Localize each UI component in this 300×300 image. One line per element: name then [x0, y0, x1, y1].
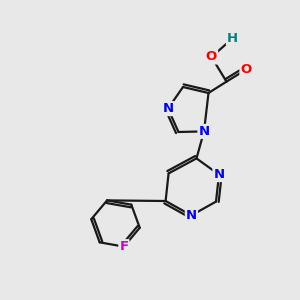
Text: F: F — [119, 240, 128, 253]
Text: N: N — [198, 125, 210, 138]
Text: N: N — [162, 102, 174, 115]
Text: O: O — [240, 63, 252, 76]
Text: N: N — [213, 168, 225, 181]
Text: O: O — [206, 50, 217, 64]
Text: N: N — [186, 209, 197, 222]
Text: H: H — [227, 32, 238, 45]
